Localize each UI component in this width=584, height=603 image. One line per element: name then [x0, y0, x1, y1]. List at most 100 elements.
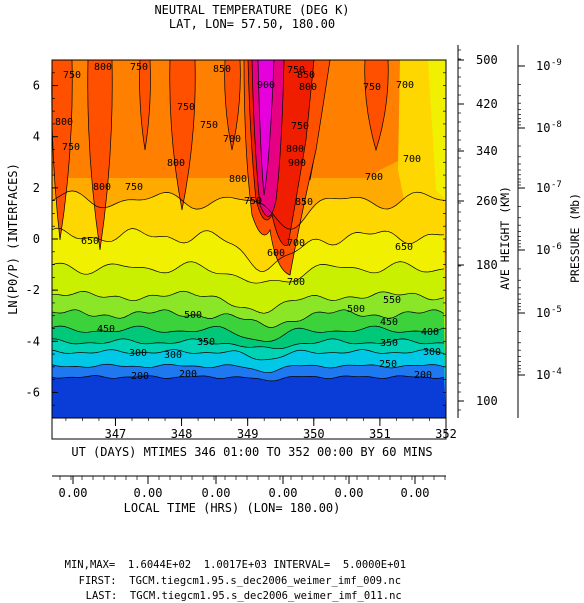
lt-tick-label: 0.00: [335, 486, 364, 500]
pressure-tick-exponent: -4: [551, 367, 562, 377]
height-tick-label: 500: [476, 53, 498, 67]
pressure-tick-label: 10: [536, 243, 550, 257]
contour-label: 200: [414, 370, 432, 381]
last-file: TGCM.tiegcm1.95.s_dec2006_weimer_imf_011…: [129, 590, 402, 602]
y-tick-label: 2: [33, 181, 40, 195]
contour-label: 900: [257, 80, 275, 91]
contour-label: 350: [380, 338, 398, 349]
contour-label: 300: [423, 347, 441, 358]
x-tick-label: 351: [369, 427, 391, 441]
contour-line: [51, 325, 445, 342]
y-axis-label: LN(P0/P) (INTERFACES): [6, 163, 20, 315]
height-tick-label: 340: [476, 144, 498, 158]
contour-label: 250: [379, 359, 397, 370]
x-tick-label: 349: [237, 427, 259, 441]
footer-minmax: MIN,MAX= 1.6044E+02 1.0017E+03 INTERVAL=…: [52, 546, 406, 572]
contour-label: 750: [177, 102, 195, 113]
contour-label: 800: [299, 82, 317, 93]
height-axis-label: AVE HEIGHT (KM): [498, 186, 512, 290]
contour-label: 750: [291, 121, 309, 132]
y-tick-label: -4: [26, 334, 40, 348]
contour-label: 350: [197, 337, 215, 348]
contour-line: [51, 309, 445, 328]
contour-label: 750: [244, 196, 262, 207]
pressure-tick-exponent: -6: [551, 242, 562, 252]
contour-label: 450: [97, 324, 115, 335]
band-fill: [52, 375, 446, 418]
chart-title: NEUTRAL TEMPERATURE (DEG K): [154, 3, 349, 17]
contour-line: [51, 375, 445, 382]
minmax-label: MIN,MAX=: [64, 559, 116, 571]
contour-line: [51, 363, 445, 374]
contour-label: 500: [184, 310, 202, 321]
contour-label: 800: [93, 182, 111, 193]
height-tick-label: 260: [476, 194, 498, 208]
lt-tick-label: 0.00: [59, 486, 88, 500]
pressure-tick-label: 10: [536, 181, 550, 195]
contour-line: [51, 349, 445, 361]
pressure-tick-exponent: -7: [551, 180, 562, 190]
contour-label: 850: [213, 64, 231, 75]
contour-line: [51, 190, 445, 230]
contour-label: 700: [365, 172, 383, 183]
pressure-tick-exponent: -8: [551, 120, 562, 130]
contour-label: 400: [421, 327, 439, 338]
core-950: [257, 59, 275, 196]
footer-first-file: FIRST: TGCM.tiegcm1.95.s_dec2006_weimer_…: [66, 562, 401, 588]
contour-label: 750: [130, 62, 148, 73]
spike-800: [169, 59, 196, 211]
contour-label: 700: [403, 154, 421, 165]
plot-frame-below: [51, 417, 447, 440]
spike-800: [87, 59, 113, 251]
contour-label: 700: [287, 238, 305, 249]
minmax-value: 1.6044E+02 1.0017E+03: [127, 559, 267, 571]
contour-label: 800: [55, 117, 73, 128]
first-file: TGCM.tiegcm1.95.s_dec2006_weimer_imf_009…: [129, 575, 402, 587]
pressure-tick-label: 10: [536, 306, 550, 320]
contour-label: 300: [129, 348, 147, 359]
contour-label: 800: [286, 144, 304, 155]
contour-label: 500: [347, 304, 365, 315]
pressure-tick-label: 10: [536, 368, 550, 382]
pressure-axis-label: PRESSURE (Mb): [568, 193, 582, 283]
lt-tick-label: 0.00: [134, 486, 163, 500]
y-tick-label: -6: [26, 385, 40, 399]
contour-label: 800: [229, 174, 247, 185]
contour-line: [51, 227, 445, 272]
pressure-tick-exponent: -9: [551, 58, 562, 68]
interval-label: INTERVAL=: [273, 559, 331, 571]
contour-label: 850: [297, 70, 315, 81]
x-tick-label: 350: [303, 427, 325, 441]
contour-label: 800: [167, 158, 185, 169]
contour-label: 200: [179, 369, 197, 380]
lt-tick-label: 0.00: [202, 486, 231, 500]
pressure-tick-label: 10: [536, 121, 550, 135]
first-label: FIRST:: [78, 575, 117, 587]
y-tick-label: 4: [33, 130, 40, 144]
contour-line: [51, 338, 445, 350]
lt-tick-label: 0.00: [269, 486, 298, 500]
contour-label: 750: [200, 120, 218, 131]
contour-lines: [51, 190, 445, 382]
contour-line: [52, 290, 445, 314]
lt-tick-label: 0.00: [401, 486, 430, 500]
y-tick-label: 6: [33, 79, 40, 93]
contour-label: 200: [131, 371, 149, 382]
contour-label: 650: [395, 242, 413, 253]
contour-label: 900: [288, 158, 306, 169]
pressure-tick-label: 10: [536, 59, 550, 73]
contour-label: 450: [380, 317, 398, 328]
contour-label: 750: [363, 82, 381, 93]
contour-label: 750: [63, 70, 81, 81]
contour-label: 650: [81, 236, 99, 247]
last-label: LAST:: [85, 590, 118, 602]
contour-label: 750: [287, 65, 305, 76]
height-tick-label: 100: [476, 394, 498, 408]
contour-label: 300: [164, 350, 182, 361]
contour-label: 700: [223, 134, 241, 145]
band-600-right: [428, 60, 446, 200]
spike-800: [364, 59, 389, 152]
